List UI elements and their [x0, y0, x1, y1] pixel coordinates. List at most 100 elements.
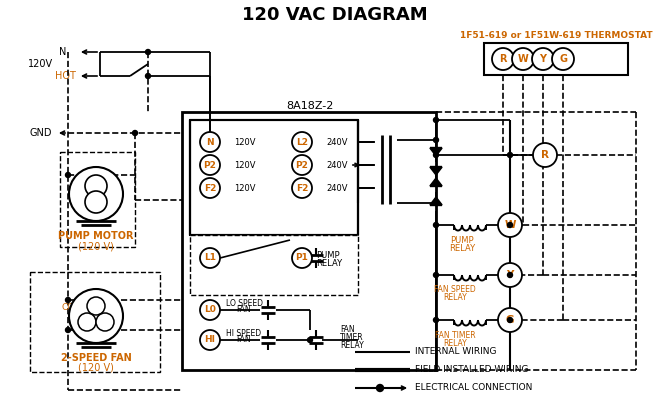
Circle shape — [507, 272, 513, 277]
Text: FAN: FAN — [237, 336, 251, 344]
Text: 120V: 120V — [234, 184, 255, 192]
Polygon shape — [430, 197, 442, 205]
Text: GND: GND — [30, 128, 52, 138]
Text: G: G — [559, 54, 567, 64]
Text: LO: LO — [83, 303, 93, 311]
Circle shape — [145, 73, 151, 78]
Circle shape — [200, 248, 220, 268]
Text: RELAY: RELAY — [316, 259, 342, 267]
Text: 120V: 120V — [28, 59, 53, 69]
Circle shape — [66, 173, 70, 178]
Circle shape — [498, 213, 522, 237]
Bar — [182, 112, 436, 370]
Polygon shape — [430, 167, 442, 175]
Text: 240V: 240V — [326, 137, 348, 147]
Polygon shape — [430, 148, 442, 156]
Text: FIELD INSTALLED WIRING: FIELD INSTALLED WIRING — [415, 365, 529, 375]
Circle shape — [533, 143, 557, 167]
Circle shape — [292, 248, 312, 268]
Bar — [60, 152, 135, 247]
Text: 8A18Z-2: 8A18Z-2 — [286, 101, 334, 111]
Text: 120V: 120V — [234, 160, 255, 170]
Text: P2: P2 — [295, 160, 308, 170]
Text: R: R — [499, 54, 507, 64]
Text: INTERNAL WIRING: INTERNAL WIRING — [415, 347, 496, 357]
Circle shape — [66, 328, 70, 333]
Text: RELAY: RELAY — [340, 341, 364, 351]
Circle shape — [200, 132, 220, 152]
Circle shape — [433, 272, 438, 277]
Bar — [190, 120, 358, 235]
Circle shape — [433, 318, 438, 323]
Text: N: N — [60, 47, 67, 57]
Text: (120 V): (120 V) — [78, 363, 114, 373]
Circle shape — [532, 48, 554, 70]
Circle shape — [433, 117, 438, 122]
Circle shape — [498, 263, 522, 287]
Text: 120V: 120V — [234, 137, 255, 147]
Text: RELAY: RELAY — [443, 339, 467, 347]
Circle shape — [552, 48, 574, 70]
Circle shape — [292, 155, 312, 175]
Circle shape — [66, 297, 70, 303]
Circle shape — [133, 130, 137, 135]
Circle shape — [78, 313, 96, 331]
Text: L1: L1 — [204, 253, 216, 262]
Circle shape — [507, 153, 513, 158]
Text: (120 V): (120 V) — [78, 241, 114, 251]
Circle shape — [433, 137, 438, 142]
Text: W: W — [505, 220, 516, 230]
Circle shape — [377, 385, 383, 391]
Text: COM: COM — [61, 303, 82, 313]
Circle shape — [292, 132, 312, 152]
Text: F2: F2 — [296, 184, 308, 192]
Circle shape — [96, 313, 114, 331]
Circle shape — [85, 191, 107, 213]
Circle shape — [507, 222, 513, 228]
Text: F2: F2 — [204, 184, 216, 192]
Text: N: N — [206, 137, 214, 147]
Text: RELAY: RELAY — [443, 293, 467, 303]
Text: G: G — [506, 315, 515, 325]
Text: 240V: 240V — [326, 184, 348, 192]
Circle shape — [433, 153, 438, 158]
Text: W: W — [518, 54, 529, 64]
Bar — [484, 43, 628, 75]
Circle shape — [87, 297, 105, 315]
Text: 240V: 240V — [326, 160, 348, 170]
Text: PUMP: PUMP — [450, 235, 474, 245]
Text: FAN: FAN — [237, 305, 251, 315]
Text: PUMP: PUMP — [316, 251, 340, 259]
Text: HI: HI — [100, 318, 108, 328]
Text: FAN SPEED: FAN SPEED — [434, 285, 476, 295]
Text: ELECTRICAL CONNECTION: ELECTRICAL CONNECTION — [415, 383, 533, 393]
Circle shape — [507, 318, 513, 323]
Text: FAN: FAN — [340, 326, 354, 334]
Bar — [30, 272, 160, 372]
Bar — [190, 235, 358, 295]
Text: RELAY: RELAY — [449, 243, 475, 253]
Text: P2: P2 — [204, 160, 216, 170]
Text: LO SPEED: LO SPEED — [226, 298, 263, 308]
Text: P1: P1 — [295, 253, 308, 262]
Text: R: R — [541, 150, 549, 160]
Circle shape — [292, 178, 312, 198]
Text: L0: L0 — [204, 305, 216, 315]
Circle shape — [200, 155, 220, 175]
Text: HI SPEED: HI SPEED — [226, 328, 261, 337]
Circle shape — [145, 49, 151, 54]
Circle shape — [200, 178, 220, 198]
Text: Y: Y — [507, 270, 514, 280]
Polygon shape — [430, 178, 442, 186]
Circle shape — [200, 330, 220, 350]
Circle shape — [69, 289, 123, 343]
Circle shape — [492, 48, 514, 70]
Text: HI: HI — [204, 336, 216, 344]
Circle shape — [512, 48, 534, 70]
Circle shape — [69, 167, 123, 221]
Text: 1F51-619 or 1F51W-619 THERMOSTAT: 1F51-619 or 1F51W-619 THERMOSTAT — [460, 31, 653, 39]
Text: L2: L2 — [296, 137, 308, 147]
Text: TIMER: TIMER — [340, 334, 364, 342]
Circle shape — [433, 201, 438, 205]
Circle shape — [433, 222, 438, 228]
